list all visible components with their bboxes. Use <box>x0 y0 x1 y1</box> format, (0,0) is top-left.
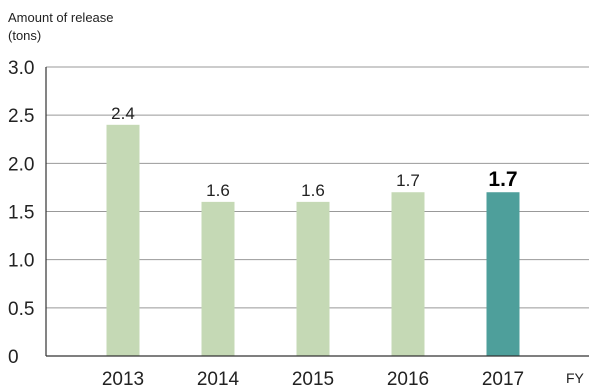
x-tick-label: 2015 <box>292 369 334 390</box>
data-label: 1.6 <box>206 181 230 200</box>
data-labels: 2.4 1.6 1.6 1.7 1.7 <box>111 104 517 200</box>
y-axis-title: Amount of release (tons) <box>8 10 114 43</box>
y-tick-label: 0.5 <box>8 299 34 320</box>
y-tick-label: 3.0 <box>8 58 34 79</box>
bars <box>106 124 520 356</box>
y-tick-label: 1.0 <box>8 251 34 272</box>
x-tick-label: 2016 <box>387 369 429 390</box>
data-label: 1.6 <box>301 181 325 200</box>
y-axis-ticks: 0 0.5 1.0 1.5 2.0 2.5 3.0 <box>8 58 34 368</box>
y-axis-title-line: Amount of release <box>8 10 114 25</box>
bar <box>106 124 140 356</box>
y-tick-label: 2.5 <box>8 106 34 127</box>
x-tick-label: 2013 <box>102 369 144 390</box>
y-tick-label: 2.0 <box>8 154 34 175</box>
bar <box>201 201 235 356</box>
y-tick-label: 0 <box>8 347 19 368</box>
y-axis-title-line: (tons) <box>8 28 41 43</box>
y-tick-label: 1.5 <box>8 203 34 224</box>
x-axis-title: FY <box>566 370 585 386</box>
data-label: 1.7 <box>488 168 517 191</box>
data-label: 2.4 <box>111 104 135 123</box>
bar <box>486 192 520 356</box>
data-label: 1.7 <box>396 171 420 190</box>
x-axis-ticks: 2013 2014 2015 2016 2017 <box>102 369 524 390</box>
x-tick-label: 2017 <box>482 369 524 390</box>
bar <box>296 201 330 356</box>
x-tick-label: 2014 <box>197 369 240 390</box>
bar <box>391 192 425 356</box>
